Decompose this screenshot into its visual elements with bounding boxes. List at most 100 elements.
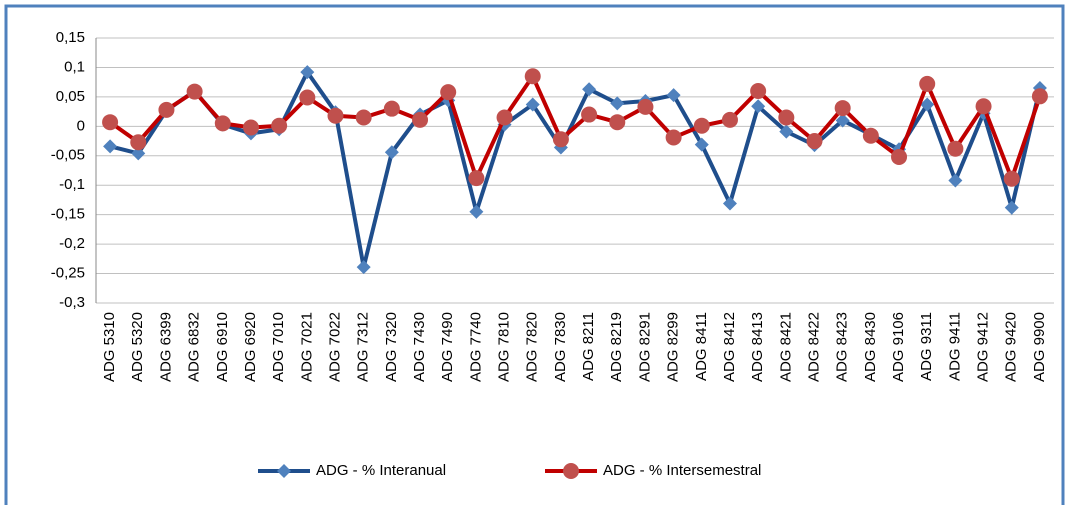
data-point [1003,170,1020,187]
series-line [109,68,1042,268]
x-tick-label: ADG 7022 [326,312,343,382]
data-point [271,117,288,134]
x-tick-label: ADG 9412 [975,312,992,382]
x-tick-label: ADG 8219 [608,312,625,382]
data-point [693,117,710,134]
y-tick-label: 0,1 [64,58,85,75]
chart-frame [4,4,1065,510]
x-tick-label: ADG 7740 [467,312,484,382]
data-point [891,148,908,165]
x-tick-label: ADG 8299 [665,312,682,382]
data-point [609,114,626,131]
x-tick-label: ADG 6399 [157,312,174,382]
x-tick-label: ADG 7010 [270,312,287,382]
x-tick-label: ADG 7312 [355,312,372,382]
data-point [582,82,597,97]
data-point [666,88,681,103]
data-point [356,260,371,275]
y-tick-label: -0,3 [59,294,85,311]
data-point [383,100,400,117]
x-tick-label: ADG 8422 [805,312,822,382]
data-point [694,137,709,152]
x-tick-label: ADG 5320 [129,312,146,382]
x-tick-label: ADG 9900 [1031,312,1048,382]
data-point [327,107,344,124]
data-point [103,139,118,154]
x-tick-label: ADG 8411 [693,312,710,381]
data-point [975,98,992,115]
data-point [834,100,851,117]
y-tick-label: -0,2 [59,235,85,252]
legend-label: ADG - % Intersemestral [603,462,761,479]
data-point [750,83,767,99]
data-point [102,114,119,131]
x-tick-label: ADG 7820 [524,312,541,382]
y-tick-label: -0,25 [51,265,85,282]
y-tick-label: -0,15 [51,206,85,223]
x-tick-label: ADG 7320 [383,312,400,382]
data-point [552,131,569,148]
data-point [947,140,964,157]
data-point [1031,88,1048,105]
data-point [412,111,429,128]
x-tick-label: ADG 6920 [242,312,259,382]
x-tick-label: ADG 7490 [439,312,456,382]
data-point [610,96,625,111]
data-point [1004,200,1019,215]
data-point [355,109,372,126]
x-tick-label: ADG 8430 [862,312,879,382]
y-tick-label: 0,05 [56,88,85,105]
legend-marker [563,463,579,479]
x-tick-label: ADG 8413 [749,312,766,382]
data-point [948,173,963,188]
data-point [131,146,146,161]
data-point [384,145,399,160]
data-point [722,196,737,211]
data-point [469,204,484,219]
data-point [300,65,315,80]
x-tick-label: ADG 5310 [101,312,118,382]
x-tick-label: ADG 8211 [580,312,597,381]
data-point [130,134,147,151]
y-tick-label: 0,15 [56,29,85,46]
data-point [468,170,485,187]
x-tick-label: ADG 8291 [636,312,653,382]
x-tick-label: ADG 6832 [186,312,203,382]
data-point [779,124,794,139]
x-tick-label: ADG 7830 [552,312,569,382]
x-tick-label: ADG 9420 [1003,312,1020,382]
data-point [186,83,203,100]
x-tick-label: ADG 7430 [411,312,428,382]
legend-label: ADG - % Interanual [316,462,446,479]
x-tick-label: ADG 7021 [298,312,315,382]
data-point [524,68,541,85]
y-tick-label: 0 [77,117,85,134]
x-tick-label: ADG 9106 [890,312,907,382]
data-point [919,75,936,92]
x-tick-label: ADG 8412 [721,312,738,382]
data-point [525,97,540,112]
x-tick-label: ADG 8421 [777,312,794,382]
data-point [665,129,682,146]
x-tick-label: ADG 9311 [918,312,935,381]
data-point [721,111,738,128]
data-point [440,84,457,101]
x-tick-label: ADG 6910 [214,312,231,382]
data-point [778,109,795,126]
data-point [920,97,935,112]
y-tick-label: -0,1 [59,176,85,193]
data-point [751,99,766,114]
data-point [214,115,231,132]
data-point [158,101,175,118]
x-tick-label: ADG 7810 [496,312,513,382]
data-point [862,127,879,144]
y-tick-label: -0,05 [51,147,85,164]
data-point [496,109,513,126]
legend-marker [277,464,291,478]
data-point [835,113,850,128]
x-tick-label: ADG 8423 [834,312,851,382]
data-point [806,133,823,150]
x-tick-label: ADG 9411 [946,312,963,381]
data-point [581,106,598,123]
